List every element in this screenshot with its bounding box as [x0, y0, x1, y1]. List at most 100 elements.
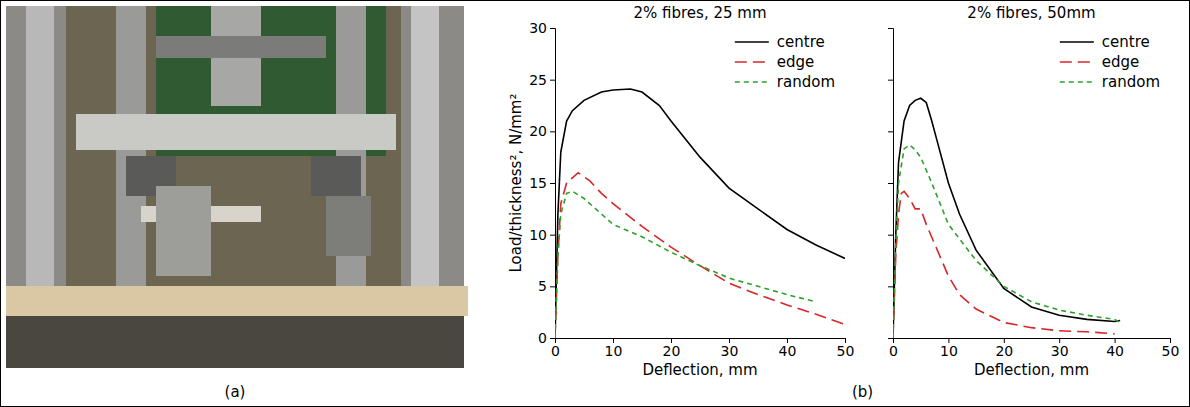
y-tick-label: 15 [529, 175, 547, 191]
legend-item: edge [735, 53, 815, 71]
y-axis-line [888, 29, 894, 339]
y-tick-label: 0 [538, 330, 547, 346]
legend-item: random [1060, 73, 1160, 91]
series-line [555, 89, 845, 338]
legend-swatch [1060, 41, 1094, 43]
legend-label: centre [777, 33, 825, 51]
y-tick-mark [550, 80, 555, 81]
legend-swatch [735, 61, 769, 63]
x-tick: 20 [995, 338, 1013, 359]
x-axis-line [894, 339, 1171, 344]
photo-load-cell [156, 186, 211, 276]
x-tick: 0 [551, 338, 560, 359]
legend-item: random [735, 73, 835, 91]
x-tick: 20 [663, 338, 681, 359]
x-axis-title: Deflection, mm [642, 361, 757, 379]
x-tick-label: 30 [721, 343, 739, 359]
y-tick [888, 80, 893, 81]
x-tick-label: 50 [1162, 343, 1180, 359]
y-tick: 20 [529, 123, 555, 139]
x-tick-label: 20 [995, 343, 1013, 359]
photo-column-inner-left [116, 6, 146, 296]
chart-panel: 2% fibres, 50mm 0 10 20 30 40 50 Deflection, mm… [888, 4, 1179, 379]
legend-label: centre [1102, 33, 1150, 51]
series-line [893, 98, 1120, 338]
x-tick-label: 20 [663, 343, 681, 359]
figure: (a)2% fibres, 25 mm010203040500510152025… [0, 0, 1190, 407]
y-tick-mark [550, 183, 555, 184]
x-tick: 30 [1051, 338, 1069, 359]
legend: centre edge random [1060, 33, 1160, 91]
x-tick: 30 [721, 338, 739, 359]
x-tick-label: 0 [889, 343, 898, 359]
x-tick-label: 10 [605, 343, 623, 359]
x-tick: 10 [940, 338, 958, 359]
legend-swatch [1060, 81, 1094, 83]
x-tick-label: 40 [1106, 343, 1124, 359]
y-tick: 25 [529, 72, 555, 88]
y-tick-label: 30 [529, 20, 547, 36]
chart-title: 2% fibres, 25 mm [633, 4, 766, 22]
chart-title: 2% fibres, 50mm [967, 4, 1095, 22]
y-tick-mark [550, 235, 555, 236]
legend-item: centre [735, 33, 825, 51]
photo-base-board [6, 286, 468, 316]
photo-support-post [326, 196, 371, 256]
y-tick-label: 10 [529, 227, 547, 243]
caption: (b) [852, 383, 873, 401]
series-line [893, 145, 1120, 338]
series-line [893, 191, 1115, 338]
legend-swatch [735, 81, 769, 83]
y-tick-mark [888, 80, 893, 81]
y-tick [888, 28, 893, 29]
photo-floor [6, 316, 464, 368]
legend: centre edge random [735, 33, 835, 91]
x-axis-title: Deflection, mm [974, 361, 1089, 379]
series-line [555, 173, 845, 338]
photo-support-right [311, 156, 361, 196]
x-tick-label: 0 [551, 343, 560, 359]
legend-item: centre [1060, 33, 1150, 51]
photo-crosshead [156, 36, 326, 58]
y-tick [888, 131, 893, 132]
legend-swatch [1060, 61, 1094, 63]
plot-area [555, 89, 845, 338]
y-axis-line [550, 29, 556, 339]
y-tick [888, 235, 893, 236]
x-tick-label: 50 [837, 343, 855, 359]
y-tick-mark [888, 28, 893, 29]
y-tick-mark [888, 235, 893, 236]
x-tick-label: 30 [1051, 343, 1069, 359]
y-tick-mark [888, 131, 893, 132]
y-tick [888, 338, 893, 339]
x-tick: 0 [889, 338, 898, 359]
y-tick-mark [888, 338, 893, 339]
y-tick [888, 286, 893, 287]
x-axis: 0 10 20 30 40 50 [551, 338, 854, 359]
legend-label: random [1102, 73, 1160, 91]
y-tick: 10 [529, 227, 555, 243]
y-tick-mark [550, 28, 555, 29]
figure-frame [1, 1, 1190, 407]
series-line [555, 191, 816, 338]
x-tick-label: 10 [940, 343, 958, 359]
y-tick: 15 [529, 175, 555, 191]
y-tick-label: 25 [529, 72, 547, 88]
x-axis: 0 10 20 30 40 50 [889, 338, 1179, 359]
plot-area [893, 98, 1120, 338]
y-tick-label: 20 [529, 123, 547, 139]
y-axis [888, 29, 894, 339]
y-tick: 5 [538, 278, 555, 294]
y-tick [888, 183, 893, 184]
y-tick: 0 [538, 330, 555, 346]
y-tick-mark [550, 286, 555, 287]
x-tick: 10 [605, 338, 623, 359]
legend-label: random [777, 73, 835, 91]
legend-item: edge [1060, 53, 1140, 71]
photo [6, 6, 468, 368]
legend-swatch [735, 41, 769, 43]
legend-label: edge [1102, 53, 1140, 71]
x-tick: 40 [779, 338, 797, 359]
y-tick-mark [550, 131, 555, 132]
x-tick-label: 40 [779, 343, 797, 359]
